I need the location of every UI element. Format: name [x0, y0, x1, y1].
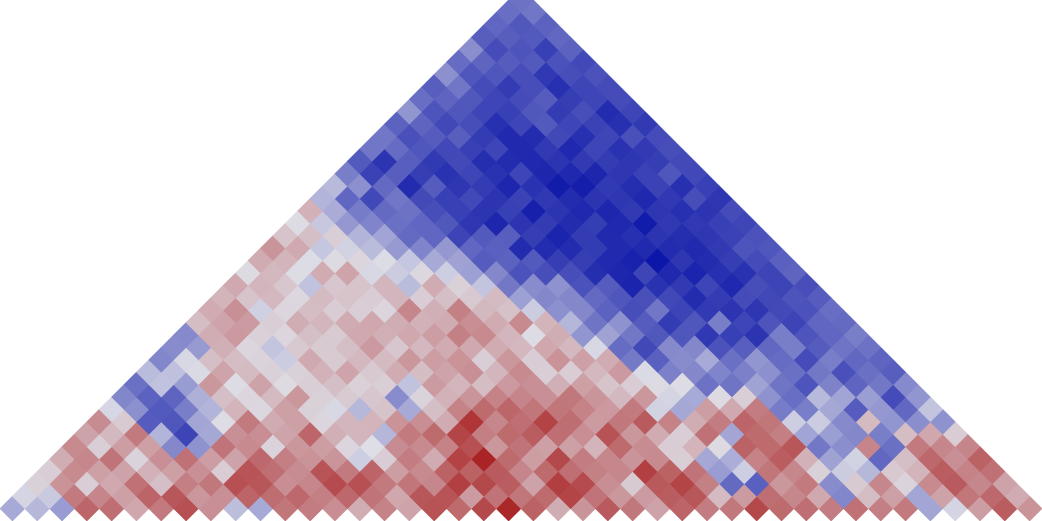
- heatmap-cell: [508, 0, 534, 13]
